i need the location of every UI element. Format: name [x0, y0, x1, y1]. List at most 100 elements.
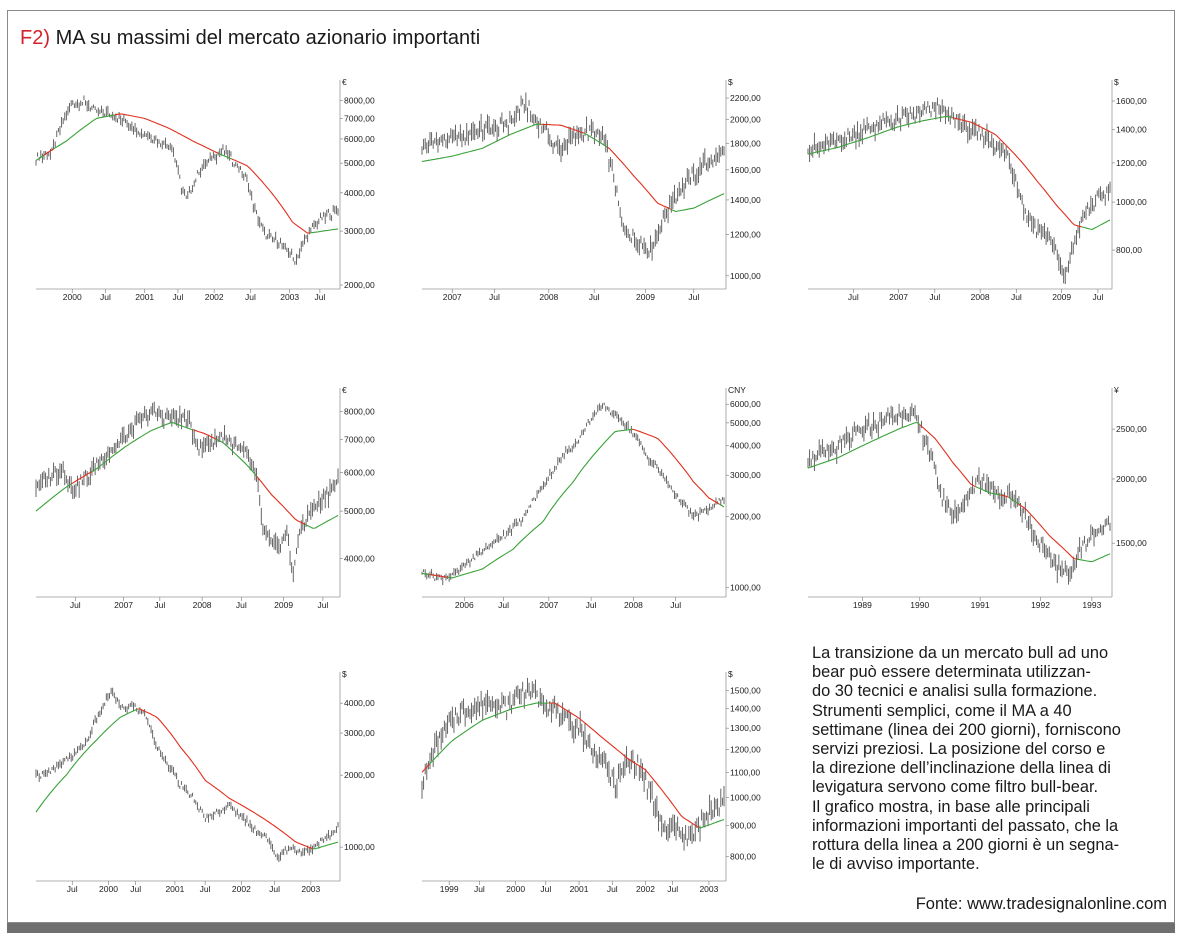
x-tick-label: 2009 [636, 292, 655, 302]
y-tick-label: 1200,00 [1116, 158, 1147, 168]
x-tick-label: 2002 [205, 292, 224, 302]
description-line: informazioni importanti del passato, che… [812, 816, 1119, 835]
figure-description: La transizione da un mercato bull ad uno… [812, 644, 1162, 874]
y-tick-label: 4000,00 [344, 188, 375, 198]
x-tick-label: 2008 [971, 292, 990, 302]
y-tick-label: 1000,00 [1116, 197, 1147, 207]
x-tick-label: 2008 [193, 600, 212, 610]
x-tick-label: 1989 [853, 600, 872, 610]
y-tick-label: 4000,00 [344, 698, 375, 708]
x-tick-label: Jul [489, 292, 500, 302]
ma-line-segment [429, 702, 549, 765]
y-tick-label: 8000,00 [344, 406, 375, 416]
price-series [807, 97, 1111, 285]
x-tick-label: Jul [688, 292, 699, 302]
chart-svg: €8000,00 7000,00 6000,00 5000,00 4000,00 3000… [35, 77, 375, 302]
figure-title-text: MA su massimi del mercato azionario impo… [55, 27, 481, 49]
ma-line-segment [35, 708, 138, 813]
description-line: la direzione dell’inclinazione della lin… [812, 759, 1111, 778]
y-tick-label: 3000,00 [344, 226, 375, 236]
ma-line-segment [919, 424, 976, 488]
description-line: settimane (linea dei 200 giorni), fornis… [812, 720, 1121, 739]
x-tick-label: 2007 [443, 292, 462, 302]
x-tick-label: 1992 [1031, 600, 1050, 610]
y-tick-label: 3000,00 [344, 728, 375, 738]
x-tick-label: 2001 [570, 884, 589, 894]
ma-line-segment [670, 193, 725, 213]
ma-line-segment [310, 228, 339, 234]
currency-label: $ [728, 669, 733, 679]
y-tick-label: 1000,00 [730, 583, 761, 593]
ma-line-segment [718, 503, 725, 508]
x-tick-label: Jul [173, 292, 184, 302]
x-tick-label: Jul [540, 884, 551, 894]
ma-line-segment [548, 702, 699, 828]
description-line: le di avviso importante. [812, 855, 980, 874]
chart-svg: ¥2500,00 2000,00 1500,00 1989 1990 1991 1992 19… [807, 385, 1147, 610]
y-tick-label: 2200,00 [730, 93, 761, 103]
figure-title: F2) MA su massimi del mercato azionario … [20, 27, 480, 50]
source-credit: Fonte: www.tradesignalonline.com [915, 895, 1167, 913]
ma-line-segment [312, 841, 339, 850]
y-tick-label: 5000,00 [344, 506, 375, 516]
ma-line-segment [421, 763, 431, 773]
y-tick-label: 4000,00 [344, 553, 375, 563]
ma-line-segment [1000, 494, 1009, 498]
ma-line-segment [137, 708, 313, 850]
y-tick-label: 6000,00 [344, 467, 375, 477]
y-tick-label: 5000,00 [730, 418, 761, 428]
x-tick-label: Jul [100, 292, 111, 302]
y-tick-label: 1400,00 [730, 195, 761, 205]
description-line: bear può essere determinata utilizzan- [812, 663, 1091, 682]
y-tick-label: 1500,00 [730, 685, 761, 695]
ma-line-segment [215, 438, 258, 477]
price-series [35, 95, 339, 265]
x-tick-label: 2003 [699, 884, 718, 894]
chart-svg: $1500,00 1400,00 1300,00 1200,00 1100,00 1000… [421, 669, 761, 894]
y-tick-label: 2000,00 [344, 770, 375, 780]
chart-panel-sp500-2000: $1500,00 1400,00 1300,00 1200,00 1100,00 1000… [418, 669, 768, 907]
price-series [421, 402, 725, 586]
y-tick-label: 2500,00 [1116, 424, 1147, 434]
x-tick-label: 1999 [440, 884, 459, 894]
description-line: La transizione da un mercato bull ad uno [812, 644, 1109, 662]
ma-line-segment [1076, 553, 1111, 563]
ma-line-segment [447, 428, 633, 579]
x-tick-label: Jul [236, 600, 247, 610]
y-tick-label: 1400,00 [730, 704, 761, 714]
ma-line-segment [606, 146, 671, 210]
currency-label: $ [728, 77, 733, 87]
chart-svg: $2200,00 2000,00 1800,00 1600,00 1400,00 1200… [421, 77, 761, 302]
x-tick-label: 2008 [624, 600, 643, 610]
x-tick-label: Jul [586, 600, 597, 610]
x-tick-label: Jul [607, 884, 618, 894]
ma-line-segment [807, 115, 953, 155]
x-tick-label: 2002 [636, 884, 655, 894]
price-series [421, 92, 725, 261]
y-tick-label: 1400,00 [1116, 125, 1147, 135]
x-tick-label: 2002 [232, 884, 251, 894]
chart-panel-2007-2009: $2200,00 2000,00 1800,00 1600,00 1400,00 1200… [418, 77, 768, 315]
ma-line-segment [304, 514, 339, 529]
x-tick-label: 2000 [63, 292, 82, 302]
x-tick-label: Jul [848, 292, 859, 302]
y-tick-label: 1000,00 [730, 271, 761, 281]
price-series [421, 677, 725, 851]
y-tick-label: 2000,00 [730, 115, 761, 125]
chart-svg: $1600,00 1400,00 1200,00 1000,00 800,00 Jul 20… [807, 77, 1147, 302]
y-tick-label: 7000,00 [344, 113, 375, 123]
price-series [35, 687, 339, 863]
ma-line-segment [35, 483, 72, 512]
description-line: servizi preziosi. La posizione del corso… [812, 740, 1106, 759]
currency-label: ¥ [1113, 385, 1119, 395]
y-tick-label: 1300,00 [730, 723, 761, 733]
y-tick-label: 1600,00 [730, 165, 761, 175]
x-tick-label: Jul [67, 884, 78, 894]
x-tick-label: Jul [670, 600, 681, 610]
x-tick-label: Jul [929, 292, 940, 302]
chart-panel-yen-1990: ¥2500,00 2000,00 1500,00 1989 1990 1991 1992 19… [804, 385, 1154, 623]
x-tick-label: 2001 [135, 292, 154, 302]
ma-line-segment [35, 154, 44, 161]
chart-panel-dax-2000: €8000,00 7000,00 6000,00 5000,00 4000,00 3000… [32, 77, 382, 315]
y-tick-label: 5000,00 [344, 158, 375, 168]
